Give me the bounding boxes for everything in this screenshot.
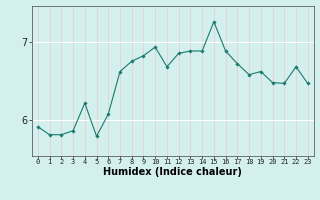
- X-axis label: Humidex (Indice chaleur): Humidex (Indice chaleur): [103, 167, 242, 177]
